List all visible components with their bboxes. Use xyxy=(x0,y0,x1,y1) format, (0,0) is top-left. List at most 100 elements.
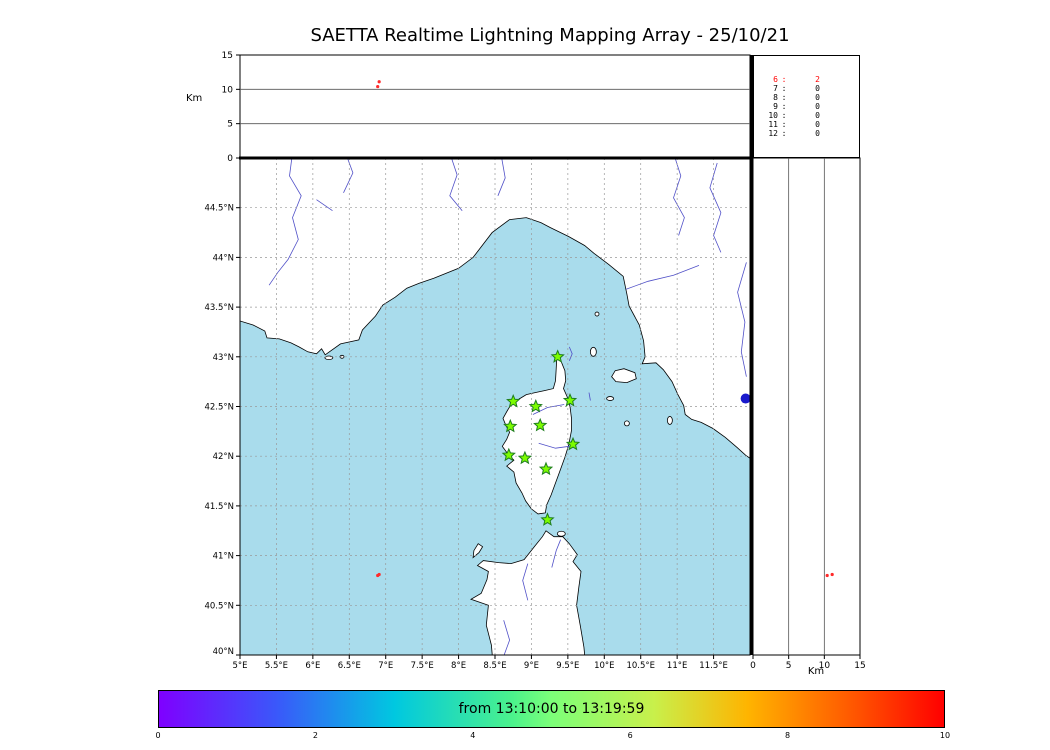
hour-count-row: 11: 0 xyxy=(754,120,859,129)
river xyxy=(551,539,561,568)
river xyxy=(532,404,565,415)
source-dot-altitude-lon xyxy=(376,84,380,89)
longitude-tick-label: 9°E xyxy=(524,661,539,671)
station-star xyxy=(503,418,518,433)
longitude-tick-label: 7°E xyxy=(378,661,393,671)
colorbar-tick-labels: 0 2 4 6 8 10 xyxy=(155,731,950,743)
hour-count-row: 6: 2 xyxy=(754,75,859,84)
station-star xyxy=(565,436,581,451)
river xyxy=(343,158,354,193)
corsica-coastline xyxy=(501,354,572,515)
source-dot-altitude-lat xyxy=(830,572,834,577)
longitude-tick-label: 11°E xyxy=(667,661,687,671)
small-island xyxy=(606,396,615,401)
small-island xyxy=(594,311,600,317)
river xyxy=(737,262,747,377)
hour-count-separator: : xyxy=(781,84,787,93)
source-dot-altitude-lon xyxy=(377,80,381,84)
latitude-tick-label: 43°N xyxy=(213,353,234,363)
altitude-vs-longitude-panel xyxy=(239,54,751,159)
river xyxy=(568,346,573,361)
station-star xyxy=(540,512,555,526)
figure-title: SAETTA Realtime Lightning Mapping Array … xyxy=(310,25,790,46)
map-panel xyxy=(240,158,750,655)
colorbar-tick-label: 10 xyxy=(939,731,951,740)
hour-label: 12 xyxy=(768,129,778,138)
longitude-tick-label: 5.5°E xyxy=(265,661,288,671)
altitude-tick-label: 15 xyxy=(222,51,233,61)
hour-label: 8 xyxy=(773,93,778,102)
hour-count-value: 0 xyxy=(815,102,820,111)
longitude-tick-label: 10.5°E xyxy=(626,661,655,671)
station-star xyxy=(517,450,533,465)
station-star xyxy=(506,393,521,408)
small-island xyxy=(666,416,673,425)
latitude-tick-label: 40.5°N xyxy=(204,601,234,611)
longitude-tick-label: 6°E xyxy=(305,661,320,671)
altitude-axis-label-top: Km xyxy=(186,93,203,104)
source-dot-altitude-lat xyxy=(825,573,829,578)
hour-count-separator: : xyxy=(781,120,787,129)
river xyxy=(449,158,463,211)
hour-count-value: 0 xyxy=(815,84,820,93)
altitude-tick-label: 0 xyxy=(750,661,756,671)
hour-counts-panel: 6: 2 7: 0 8: 0 9: 0 10: 0 11: 0 12: 0 xyxy=(753,55,860,158)
station-star xyxy=(562,392,578,407)
river xyxy=(538,442,570,449)
hour-count-separator: : xyxy=(781,102,787,111)
hour-label: 6 xyxy=(773,75,778,84)
altitude-vs-latitude-panel xyxy=(752,157,861,656)
colorbar-tick-label: 6 xyxy=(627,731,633,740)
longitude-tick-label: 10°E xyxy=(594,661,614,671)
river xyxy=(503,620,511,655)
hour-count-value: 0 xyxy=(815,93,820,102)
river xyxy=(316,199,333,212)
colorbar-tick-label: 4 xyxy=(470,731,476,740)
altitude-tick-label: 10 xyxy=(819,661,831,671)
asinara-island xyxy=(472,543,484,559)
hour-count-row: 9: 0 xyxy=(754,102,859,111)
hour-count-row: 10: 0 xyxy=(754,111,859,120)
colorbar-gradient: from 13:10:00 to 13:19:59 xyxy=(158,690,945,728)
river xyxy=(268,158,302,286)
station-star xyxy=(528,398,543,413)
hour-label: 10 xyxy=(768,111,778,120)
small-island xyxy=(556,530,566,537)
hour-count-value: 0 xyxy=(815,120,820,129)
station-star xyxy=(538,461,554,476)
altitude-tick-label: 5 xyxy=(227,120,233,130)
elba-island xyxy=(611,368,637,384)
hour-label: 7 xyxy=(773,84,778,93)
longitude-tick-label: 5°E xyxy=(232,661,247,671)
river xyxy=(673,158,685,236)
hour-count-row: 12: 0 xyxy=(754,129,859,138)
altitude-axis-label-right: Km xyxy=(807,666,825,677)
latitude-tick-label: 42°N xyxy=(213,452,234,462)
hour-count-separator: : xyxy=(781,75,787,84)
colorbar-tick-label: 0 xyxy=(155,731,161,740)
station-star xyxy=(550,349,565,363)
source-dot-map xyxy=(377,572,381,577)
river xyxy=(497,158,506,196)
latitude-tick-label: 41.5°N xyxy=(204,502,234,512)
hour-label: 11 xyxy=(768,120,778,129)
latitude-tick-label: 41°N xyxy=(213,552,234,562)
latitude-tick-label: 44.5°N xyxy=(204,204,234,214)
longitude-tick-label: 6.5°E xyxy=(338,661,361,671)
longitude-tick-label: 8.5°E xyxy=(483,661,506,671)
colorbar-label: from 13:10:00 to 13:19:59 xyxy=(458,701,645,717)
longitude-tick-label: 8°E xyxy=(451,661,466,671)
altitude-tick-label: 10 xyxy=(222,85,234,95)
latitude-tick-label: 40°N xyxy=(213,647,234,657)
hour-count-separator: : xyxy=(781,111,787,120)
sardinia-coastline xyxy=(470,530,586,655)
hour-count-row: 7: 0 xyxy=(754,84,859,93)
river xyxy=(522,563,529,601)
altitude-tick-label: 0 xyxy=(227,154,233,164)
source-dot-map xyxy=(740,393,750,404)
altitude-tick-label: 15 xyxy=(854,661,865,671)
latitude-tick-label: 44°N xyxy=(213,253,234,263)
hour-label: 9 xyxy=(773,102,778,111)
small-island xyxy=(589,346,597,357)
